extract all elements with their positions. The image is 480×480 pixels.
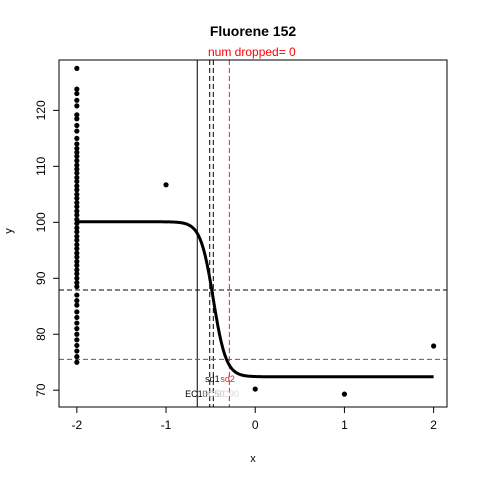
data-point <box>74 153 80 159</box>
data-point <box>74 309 80 315</box>
data-point <box>74 284 80 290</box>
data-point <box>74 267 80 273</box>
data-point <box>74 162 80 168</box>
data-point <box>74 141 80 147</box>
data-point <box>74 314 80 321</box>
data-point <box>74 212 80 218</box>
y-axis-label: y <box>3 228 15 234</box>
data-point <box>74 354 80 360</box>
data-point <box>74 208 80 214</box>
data-point <box>74 298 80 304</box>
y-tick-label: 90 <box>34 271 48 285</box>
data-point <box>74 275 80 281</box>
data-point <box>74 337 80 343</box>
data-point <box>74 216 80 223</box>
x-tick-label: 0 <box>252 418 259 432</box>
data-point <box>74 86 80 92</box>
data-point <box>74 174 80 181</box>
x-tick-label: 2 <box>430 418 437 432</box>
data-point <box>74 112 80 118</box>
data-point <box>74 128 80 134</box>
data-point <box>74 359 80 365</box>
data-point <box>74 280 80 286</box>
x-tick-label: 1 <box>341 418 348 432</box>
data-point <box>74 166 80 172</box>
y-tick-label: 80 <box>34 327 48 341</box>
y-tick-label: 110 <box>34 156 48 175</box>
data-point <box>74 262 80 269</box>
data-point <box>74 229 80 235</box>
data-point <box>341 391 348 397</box>
data-point <box>74 122 80 129</box>
data-point <box>74 258 80 265</box>
data-point <box>74 90 80 97</box>
y-tick-label: 100 <box>34 212 48 232</box>
data-point <box>74 65 80 71</box>
data-point <box>163 182 169 188</box>
data-point <box>74 302 80 308</box>
annotation-label: sd2 <box>220 374 235 384</box>
data-point <box>252 386 258 392</box>
data-point <box>74 225 80 231</box>
y-tick-label: 120 <box>34 100 48 120</box>
data-point <box>74 342 80 349</box>
data-point <box>74 191 80 197</box>
data-point <box>74 331 80 337</box>
data-point <box>74 246 80 252</box>
y-tick-label: 70 <box>34 383 48 397</box>
annotation-label: EC50 <box>202 389 225 399</box>
data-point <box>74 158 80 164</box>
annotation-label: EC90 <box>216 389 239 399</box>
data-point <box>74 220 80 227</box>
data-point <box>74 242 80 248</box>
data-point <box>74 135 80 141</box>
data-point <box>431 343 437 349</box>
data-point <box>74 204 80 210</box>
data-point <box>74 233 80 239</box>
plot-frame <box>58 59 448 408</box>
data-point <box>74 187 80 193</box>
x-axis-label: x <box>250 453 256 465</box>
chart-subtitle: num dropped= 0 <box>208 45 296 59</box>
data-point <box>74 292 80 298</box>
annotation-label: sd1 <box>205 374 220 384</box>
data-point <box>74 200 80 206</box>
data-point <box>74 97 80 103</box>
data-point <box>74 237 80 243</box>
data-point <box>74 145 80 152</box>
data-point <box>74 348 80 354</box>
data-point <box>74 178 80 185</box>
data-point <box>74 254 80 260</box>
annotation-label: EC10 <box>185 389 208 399</box>
chart-title: Fluorene 152 <box>210 23 297 39</box>
x-tick-label: -1 <box>161 418 172 432</box>
data-point <box>74 183 80 189</box>
fitted-curve <box>76 220 434 379</box>
data-point <box>74 149 80 155</box>
data-point <box>74 320 80 326</box>
data-point <box>74 116 80 122</box>
data-point <box>74 170 80 176</box>
data-point <box>74 103 80 109</box>
data-point <box>74 326 80 332</box>
data-point <box>74 271 80 277</box>
x-tick-label: -2 <box>72 418 83 432</box>
data-point <box>74 195 80 201</box>
data-point <box>74 250 80 256</box>
